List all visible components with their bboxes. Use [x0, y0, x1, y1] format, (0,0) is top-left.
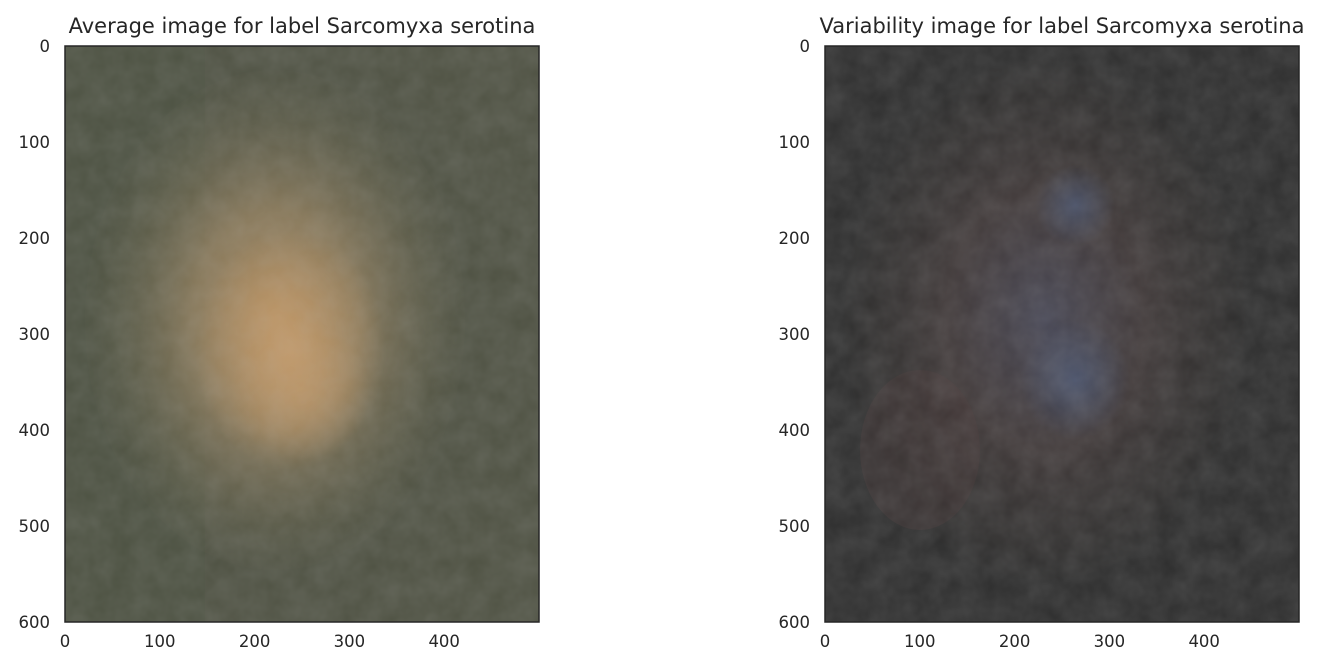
average-image-frame: [64, 45, 540, 623]
variability-chart-title: Variability image for label Sarcomyxa se…: [820, 14, 1305, 38]
variability-y-tick-label: 300: [779, 325, 811, 344]
average-y-tick-label: 500: [19, 517, 51, 536]
variability-x-tick-label: 300: [1094, 632, 1126, 651]
variability-y-tick-label: 600: [779, 613, 811, 632]
variability-image-frame: [824, 45, 1300, 623]
average-x-tick-label: 300: [334, 632, 366, 651]
average-y-tick-label: 400: [19, 421, 51, 440]
average-y-tick-label: 600: [19, 613, 51, 632]
variability-x-tick-label: 0: [820, 632, 831, 651]
average-y-tick-label: 0: [40, 37, 51, 56]
average-x-tick-label: 200: [239, 632, 271, 651]
variability-y-tick-label: 100: [779, 133, 811, 152]
variability-x-tick-label: 200: [999, 632, 1031, 651]
average-y-tick-label: 100: [19, 133, 51, 152]
variability-image-panel: Variability image for label Sarcomyxa se…: [779, 14, 1305, 651]
variability-image: [825, 46, 1299, 622]
average-y-tick-label: 200: [19, 229, 51, 248]
average-x-tick-label: 0: [60, 632, 71, 651]
variability-y-tick-label: 0: [800, 37, 811, 56]
average-x-tick-label: 100: [144, 632, 176, 651]
variability-x-tick-label: 400: [1188, 632, 1220, 651]
variability-y-tick-label: 500: [779, 517, 811, 536]
average-y-tick-label: 300: [19, 325, 51, 344]
variability-y-tick-label: 400: [779, 421, 811, 440]
average-x-tick-label: 400: [428, 632, 460, 651]
variability-y-tick-label: 200: [779, 229, 811, 248]
average-image-panel: Average image for label Sarcomyxa seroti…: [19, 14, 540, 651]
average-axis-ticks: 0 100 200 300 400 0 100 200 300 400 500 600: [19, 37, 460, 651]
average-image: [65, 46, 539, 622]
average-chart-title: Average image for label Sarcomyxa seroti…: [69, 14, 536, 38]
variability-axis-ticks: 0 100 200 300 400 0 100 200 300 400 500 600: [779, 37, 1220, 651]
variability-x-tick-label: 100: [904, 632, 936, 651]
